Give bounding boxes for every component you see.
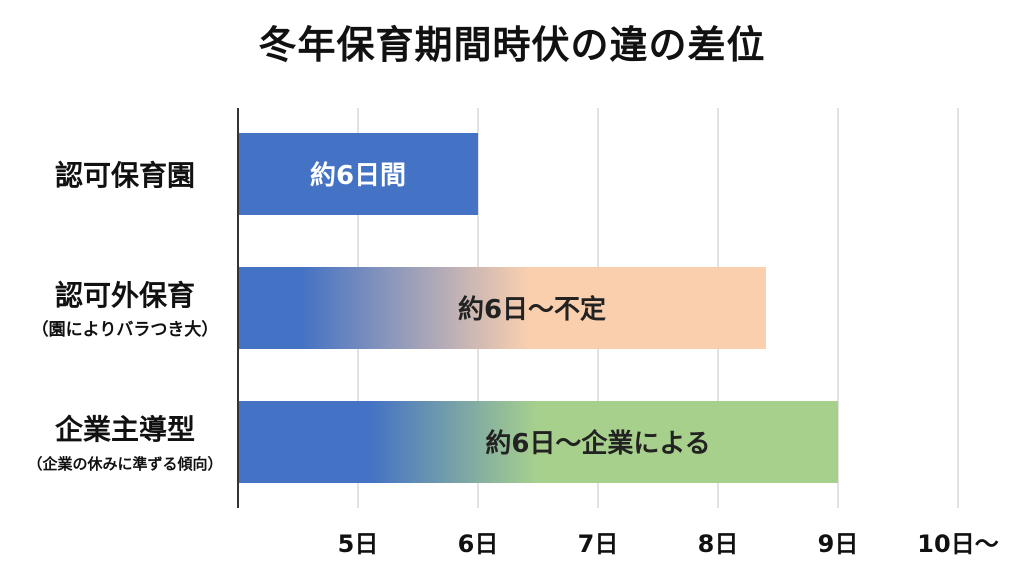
- x-tick-label: 10日〜: [917, 530, 998, 558]
- bar: [238, 267, 766, 349]
- x-tick-label: 5日: [338, 530, 379, 558]
- bar: [238, 133, 478, 215]
- bar-label: 約6日間: [310, 160, 406, 191]
- category-sublabel: （企業の休みに準ずる傾向）: [27, 455, 222, 473]
- category-label: 認可保育園: [55, 159, 195, 192]
- bar: [238, 401, 838, 483]
- bar-label: 約6日〜不定: [458, 294, 606, 325]
- bar-label: 約6日〜企業による: [485, 428, 710, 459]
- chart-title: 冬年保育期間時伏の違の差位: [258, 23, 766, 67]
- category-sublabel: （園によりバラつき大）: [32, 319, 219, 340]
- x-tick-label: 6日: [458, 530, 499, 558]
- category-label: 認可外保育: [55, 279, 195, 312]
- x-tick-label: 8日: [698, 530, 739, 558]
- x-tick-label: 9日: [818, 530, 859, 558]
- category-label: 企業主導型: [55, 413, 195, 446]
- x-tick-label: 7日: [578, 530, 619, 558]
